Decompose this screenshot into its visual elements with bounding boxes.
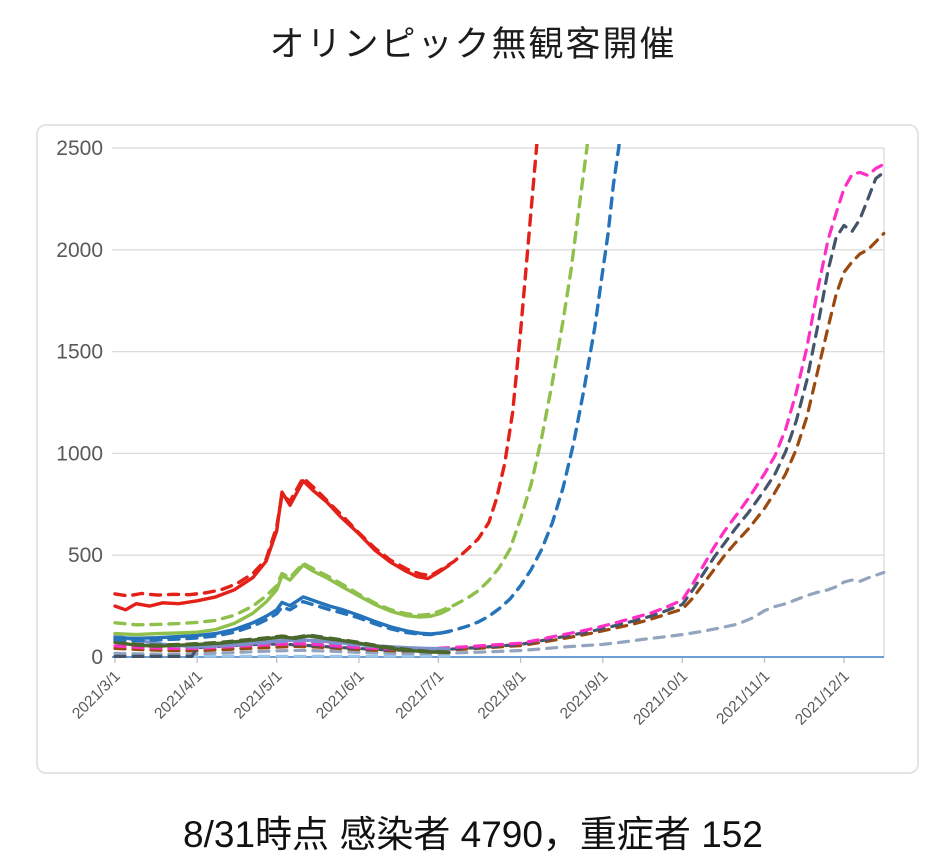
chart-title: オリンピック無観客開催: [269, 25, 677, 64]
series-brown-dashed: [113, 231, 886, 653]
x-axis-label: 2021/11/1: [713, 668, 773, 728]
x-axis-label: 2021/7/1: [393, 668, 448, 723]
x-axis-label: 2021/4/1: [151, 668, 206, 723]
series-green-dashed: [113, 144, 590, 627]
series-slate-dashed: [113, 170, 886, 658]
series-olive-solid: [113, 634, 451, 655]
y-axis-label: 0: [91, 646, 103, 669]
y-axis-label: 1500: [56, 341, 103, 364]
x-axis-label: 2021/5/1: [231, 668, 286, 723]
x-axis-label: 2021/10/1: [630, 668, 691, 729]
series-blue-dashed: [113, 144, 621, 642]
line-chart: 0 500 1000 1500 2000 2500 2021/3/1 2021/4/1 2021…: [56, 137, 886, 729]
x-axis-label: 2021/3/1: [69, 668, 124, 723]
y-axis-label: 2000: [56, 239, 103, 262]
y-axis-label: 500: [68, 544, 103, 567]
y-axis-label: 1000: [56, 442, 103, 465]
x-axis-label: 2021/12/1: [792, 668, 853, 729]
series-gray-dashed: [113, 570, 886, 656]
y-axis-label: 2500: [56, 137, 103, 160]
x-axis-label: 2021/9/1: [557, 668, 612, 723]
x-axis-label: 2021/8/1: [475, 668, 530, 723]
series-red-dashed: [113, 144, 539, 598]
x-axis-label: 2021/6/1: [313, 668, 368, 723]
chart-container: 0 500 1000 1500 2000 2500 2021/3/1 2021/4/1 2021…: [36, 124, 919, 774]
series-magenta-dashed: [113, 162, 886, 651]
chart-caption: 8/31時点 感染者 4790，重症者 152: [183, 814, 763, 855]
